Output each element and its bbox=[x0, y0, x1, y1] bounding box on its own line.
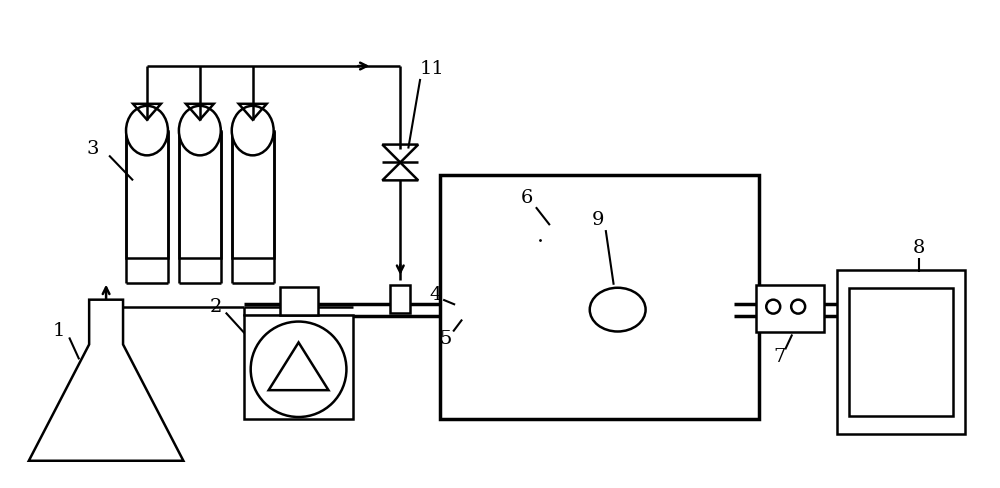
Text: 2: 2 bbox=[210, 298, 222, 316]
Bar bbox=[244, 315, 353, 419]
Bar bbox=[756, 285, 824, 332]
Text: 8: 8 bbox=[913, 239, 925, 257]
Ellipse shape bbox=[232, 106, 274, 155]
Text: 3: 3 bbox=[87, 140, 99, 158]
Bar bbox=[837, 270, 965, 434]
Text: 7: 7 bbox=[773, 348, 785, 366]
Text: 4: 4 bbox=[429, 285, 441, 304]
Bar bbox=[280, 287, 318, 315]
Polygon shape bbox=[29, 300, 183, 461]
Bar bbox=[440, 175, 759, 419]
Ellipse shape bbox=[590, 288, 646, 331]
Text: 5: 5 bbox=[439, 330, 451, 348]
Bar bbox=[179, 131, 221, 258]
Bar bbox=[390, 285, 410, 313]
Ellipse shape bbox=[126, 106, 168, 155]
Bar bbox=[232, 131, 274, 258]
Bar bbox=[126, 131, 168, 258]
Text: 11: 11 bbox=[420, 60, 445, 78]
Ellipse shape bbox=[179, 106, 221, 155]
Bar bbox=[849, 288, 953, 416]
Text: 9: 9 bbox=[591, 211, 604, 229]
Text: 1: 1 bbox=[53, 323, 65, 341]
Text: 6: 6 bbox=[521, 189, 533, 207]
